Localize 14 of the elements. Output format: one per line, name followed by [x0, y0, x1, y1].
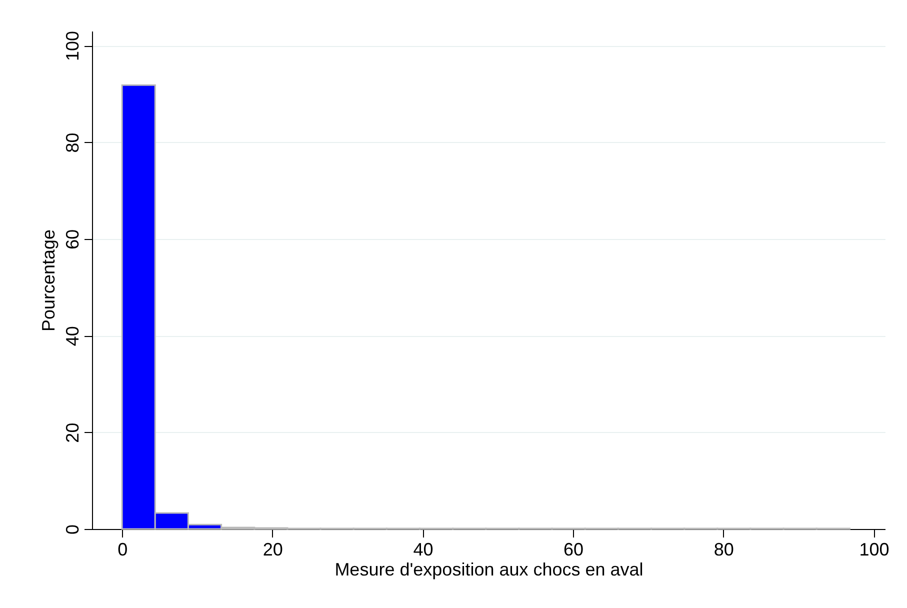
x-tick-label: 20: [262, 540, 283, 560]
y-tick-label: 20: [62, 422, 82, 443]
x-tick-label: 40: [413, 540, 434, 560]
y-tick-label: 40: [62, 326, 82, 346]
y-tick-label: 100: [62, 30, 82, 62]
x-tick-label: 80: [714, 540, 734, 560]
y-axis-title: Pourcentage: [38, 229, 58, 332]
y-tick-label: 80: [62, 132, 82, 153]
x-tick-label: 100: [859, 540, 890, 560]
y-tick-label: 0: [62, 524, 82, 535]
x-tick-label: 0: [118, 540, 128, 560]
y-tick-label: 60: [62, 229, 82, 250]
x-tick-label: 60: [564, 540, 584, 560]
x-axis-title: Mesure d'exposition aux chocs en aval: [334, 560, 644, 580]
